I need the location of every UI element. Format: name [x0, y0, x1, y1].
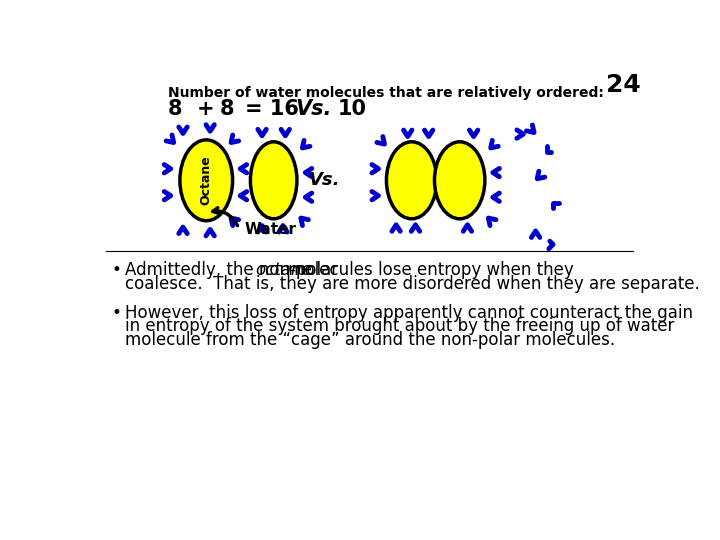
- Text: Octane: Octane: [199, 156, 212, 205]
- Text: However, this loss of entropy apparently cannot counteract the gain: However, this loss of entropy apparently…: [125, 303, 693, 321]
- Text: Number of water molecules that are relatively ordered:: Number of water molecules that are relat…: [168, 86, 603, 100]
- Text: +: +: [197, 99, 215, 119]
- Text: Vs.: Vs.: [295, 99, 332, 119]
- Ellipse shape: [434, 142, 485, 219]
- Ellipse shape: [251, 142, 297, 219]
- Text: = 16: = 16: [245, 99, 299, 119]
- Text: molecules lose entropy when they: molecules lose entropy when they: [283, 261, 574, 279]
- Text: •: •: [112, 261, 122, 279]
- Ellipse shape: [180, 140, 233, 221]
- Text: molecule from the “cage” around the non-polar molecules.: molecule from the “cage” around the non-…: [125, 331, 615, 349]
- Text: •: •: [112, 303, 122, 321]
- Text: 24: 24: [606, 72, 640, 97]
- Text: Admittedly, the non-polar: Admittedly, the non-polar: [125, 261, 343, 279]
- Text: 8: 8: [220, 99, 235, 119]
- Text: octane: octane: [255, 261, 312, 279]
- Text: 8: 8: [168, 99, 182, 119]
- Text: Vs.: Vs.: [308, 171, 340, 190]
- Text: in entropy of the system brought about by the freeing up of water: in entropy of the system brought about b…: [125, 318, 674, 335]
- Text: coalesce.  That is, they are more disordered when they are separate.: coalesce. That is, they are more disorde…: [125, 275, 700, 293]
- Ellipse shape: [387, 142, 437, 219]
- Text: Water: Water: [245, 222, 297, 237]
- Text: 10: 10: [338, 99, 367, 119]
